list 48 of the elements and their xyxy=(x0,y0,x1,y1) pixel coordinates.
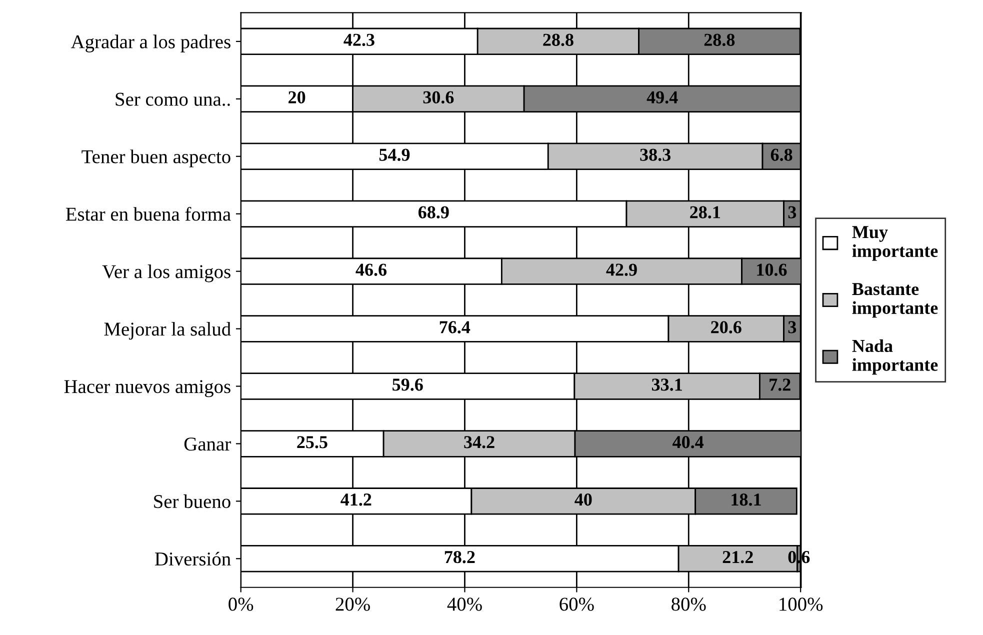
data-label: 40 xyxy=(574,494,592,506)
data-label: 25.5 xyxy=(297,436,328,448)
legend-label: Muy importante xyxy=(852,226,938,261)
data-label: 42.9 xyxy=(606,264,637,276)
data-label: 46.6 xyxy=(356,264,387,276)
data-label: 28.8 xyxy=(543,34,574,46)
x-tick-label: 80% xyxy=(672,598,706,611)
x-tick-label: 40% xyxy=(447,598,482,611)
data-label: 76.4 xyxy=(440,321,470,334)
data-label: 54.9 xyxy=(379,148,410,161)
data-label: 33.1 xyxy=(652,378,682,391)
y-tick-label: Ganar xyxy=(184,438,231,451)
y-tick-label: Estar en buena forma xyxy=(66,206,231,221)
legend-label: Bastante importante xyxy=(852,283,938,318)
y-tick-label: Diversión xyxy=(154,552,231,566)
x-tick-label: 20% xyxy=(336,598,370,611)
data-label: 20.6 xyxy=(711,321,742,334)
y-tick-label: Tener buen aspecto xyxy=(82,150,230,168)
data-label: 20 xyxy=(288,91,306,104)
x-tick-label: 60% xyxy=(560,598,594,611)
data-label: 41.2 xyxy=(340,494,372,506)
y-tick-label: Ver a los amigos xyxy=(102,264,230,282)
data-label: 42.3 xyxy=(344,34,374,46)
data-label: 21.2 xyxy=(722,551,753,564)
data-label: 49.4 xyxy=(646,91,678,104)
data-label: 28.8 xyxy=(704,34,735,46)
x-tick-label: 0% xyxy=(228,598,254,611)
y-tick-label: Agradar a los padres xyxy=(70,34,230,52)
data-label: 3 xyxy=(788,321,796,334)
legend-label: Nada importante xyxy=(852,339,938,375)
data-label: 6.8 xyxy=(770,148,792,161)
x-tick-label: 100% xyxy=(780,598,823,611)
data-label: 30.6 xyxy=(423,91,454,104)
data-label: 34.2 xyxy=(464,436,494,448)
y-tick-label: Hacer nuevos amigos xyxy=(64,380,230,398)
data-label: 28.1 xyxy=(690,206,720,218)
data-label: 10.6 xyxy=(757,264,787,276)
data-label: 78.2 xyxy=(444,550,475,564)
y-tick-label: Ser bueno xyxy=(154,494,230,508)
data-label: 7.2 xyxy=(770,378,790,391)
data-label: 59.6 xyxy=(392,378,423,391)
data-label: 3 xyxy=(788,206,796,218)
y-tick-label: Ser como una.. xyxy=(116,92,230,106)
data-label: 38.3 xyxy=(640,148,671,161)
data-label: 68.9 xyxy=(418,206,449,218)
data-label: 18.1 xyxy=(732,494,761,506)
data-label: 40.4 xyxy=(672,436,704,448)
y-tick-label: Mejorar la salud xyxy=(104,322,231,340)
